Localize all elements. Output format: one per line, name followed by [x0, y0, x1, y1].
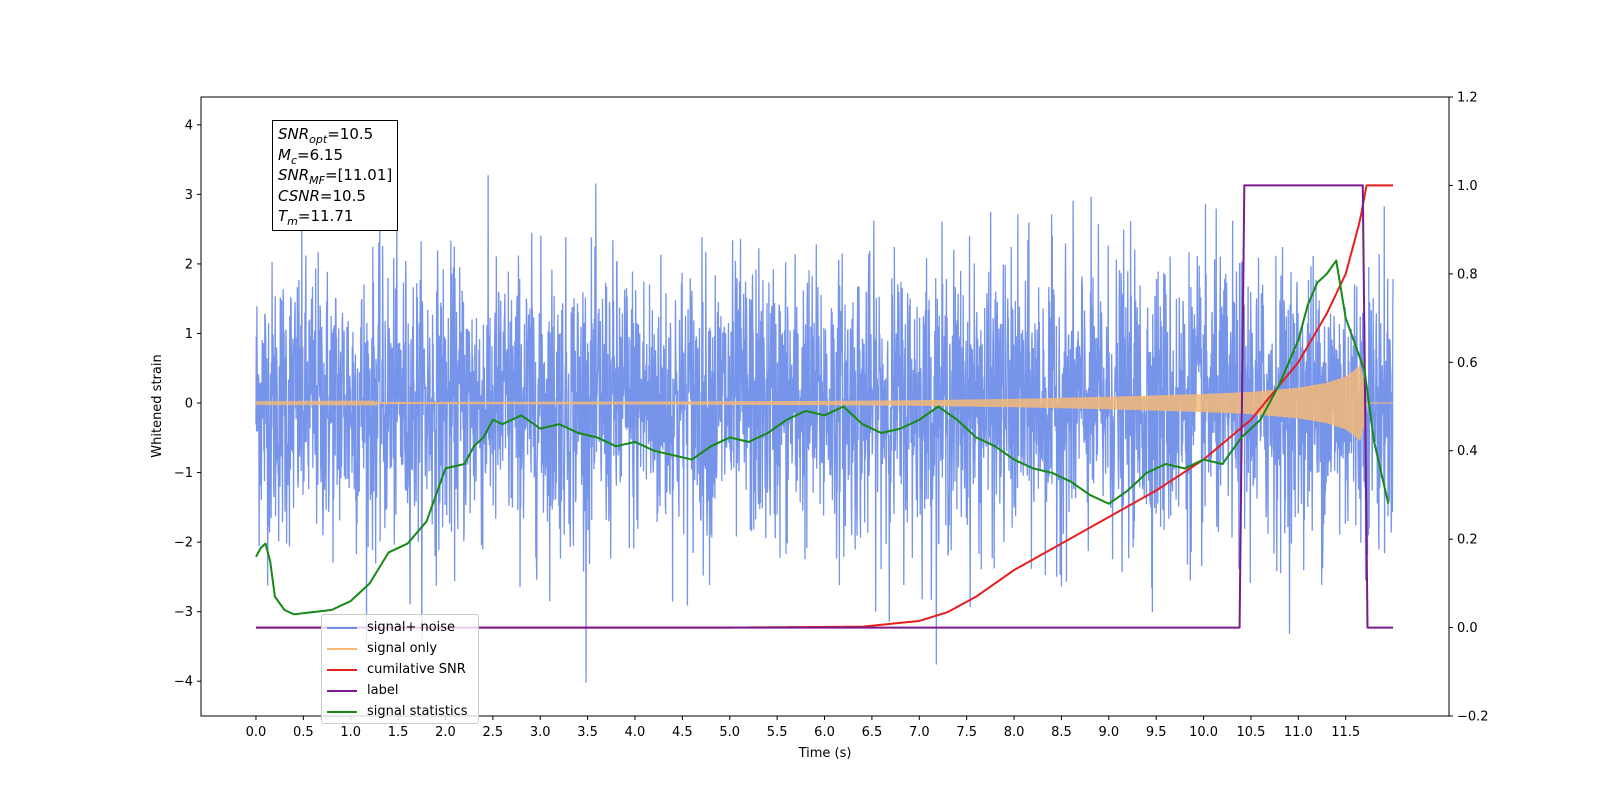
y-tick-label: −2 — [174, 536, 193, 551]
csnr-line: CSNR=10.5 — [278, 186, 392, 207]
x-tick-label: 1.0 — [340, 725, 361, 740]
x-tick-label: 4.0 — [625, 725, 646, 740]
mc-subscript: c — [290, 153, 298, 167]
x-tick-label: 10.0 — [1189, 725, 1218, 740]
x-tick-label: 0.5 — [293, 725, 314, 740]
snr-opt-subscript: opt — [309, 133, 328, 146]
legend-item: cumilative SNR — [322, 659, 478, 680]
snr-opt-symbol: SNR — [278, 125, 310, 143]
y2-tick-label: −0.2 — [1457, 710, 1489, 725]
x-axis-label: Time (s) — [798, 746, 852, 761]
y2-tick-label: 1.2 — [1457, 91, 1478, 106]
legend-swatch — [327, 689, 357, 692]
mc-line: Mc=6.15 — [278, 145, 392, 166]
legend-swatch — [327, 710, 357, 713]
legend-label: label — [367, 683, 399, 698]
y-tick-label: 1 — [185, 327, 193, 342]
y-axis-right: 1.2 1.0 0.8 0.6 0.4 0.2 0.0 −0.2 — [1449, 91, 1489, 725]
y-axis-left: 4 3 2 1 0 −1 −2 −3 −4 — [174, 118, 201, 690]
y2-tick-label: 0.4 — [1457, 444, 1478, 459]
x-tick-label: 5.5 — [767, 725, 788, 740]
csnr-value: =10.5 — [319, 186, 366, 205]
snr-mf-line: SNRMF=[11.01] — [278, 165, 392, 186]
y-tick-label: 3 — [185, 188, 193, 203]
snr-opt-line: SNRopt=10.5 — [278, 124, 392, 145]
x-tick-label: 5.0 — [719, 725, 740, 740]
y-tick-label: 0 — [185, 397, 193, 412]
tm-symbol: T — [278, 207, 288, 225]
series-label — [255, 184, 1394, 629]
x-tick-label: 7.0 — [909, 725, 930, 740]
x-tick-label: 3.0 — [530, 725, 551, 740]
stats-annotation-box: SNRopt=10.5 Mc=6.15 SNRMF=[11.01] CSNR=1… — [272, 120, 399, 231]
x-tick-label: 11.0 — [1284, 725, 1313, 740]
x-tick-label: 8.5 — [1051, 725, 1072, 740]
x-tick-label: 1.5 — [388, 725, 409, 740]
plot-area — [255, 175, 1394, 683]
x-tick-label: 2.0 — [435, 725, 456, 740]
y-tick-label: −3 — [174, 605, 193, 620]
x-tick-label: 7.5 — [956, 725, 977, 740]
snr-mf-value: =[11.01] — [325, 166, 393, 184]
tm-line: Tm=11.71 — [278, 206, 392, 227]
legend-item: signal statistics — [322, 701, 478, 722]
y2-tick-label: 0.8 — [1457, 267, 1478, 282]
x-tick-label: 6.5 — [862, 725, 883, 740]
legend-item: label — [322, 680, 478, 701]
y-axis-label: Whitened strain — [150, 354, 165, 457]
tm-subscript: m — [287, 215, 298, 228]
mc-symbol: M — [278, 145, 291, 164]
snr-opt-value: =10.5 — [327, 125, 374, 143]
legend-label: signal only — [367, 641, 438, 656]
legend-item: signal only — [322, 638, 478, 659]
legend-label: signal statistics — [367, 704, 468, 719]
y-tick-label: −4 — [174, 675, 193, 690]
csnr-symbol: CSNR — [278, 186, 320, 205]
x-tick-label: 4.5 — [672, 725, 693, 740]
series-signal-only — [255, 364, 1394, 441]
legend: signal+ noise signal only cumilative SNR la… — [321, 614, 479, 724]
x-tick-label: 6.0 — [814, 725, 835, 740]
y-tick-label: 4 — [185, 118, 193, 133]
x-tick-label: 9.5 — [1146, 725, 1167, 740]
legend-swatch — [327, 626, 357, 629]
legend-label: cumilative SNR — [367, 662, 466, 677]
y-tick-label: 2 — [185, 257, 193, 272]
snr-mf-symbol: SNR — [278, 166, 310, 184]
mc-value: =6.15 — [297, 145, 343, 164]
x-tick-label: 3.5 — [577, 725, 598, 740]
x-tick-label: 10.5 — [1236, 725, 1265, 740]
x-tick-label: 0.0 — [246, 725, 267, 740]
x-tick-label: 9.0 — [1098, 725, 1119, 740]
legend-item: signal+ noise — [322, 617, 478, 638]
y2-tick-label: 1.0 — [1457, 179, 1478, 194]
y2-tick-label: 0.0 — [1457, 621, 1478, 636]
series-signal-statistics — [255, 259, 1390, 616]
series-signal-noise — [255, 175, 1394, 683]
y2-tick-label: 0.6 — [1457, 356, 1478, 371]
x-tick-label: 11.5 — [1331, 725, 1360, 740]
legend-swatch — [327, 647, 357, 650]
legend-label: signal+ noise — [367, 620, 456, 635]
x-axis: 0.0 0.5 1.0 1.5 2.0 2.5 3.0 3.5 4.0 4.5 5.0 5.5 6.0 6… — [246, 716, 1360, 740]
tm-value: =11.71 — [297, 207, 354, 225]
x-tick-label: 2.5 — [483, 725, 504, 740]
y-tick-label: −1 — [174, 466, 193, 481]
snr-mf-subscript: MF — [309, 174, 325, 187]
y2-tick-label: 0.2 — [1457, 533, 1478, 548]
legend-swatch — [327, 668, 357, 671]
x-tick-label: 8.0 — [1004, 725, 1025, 740]
